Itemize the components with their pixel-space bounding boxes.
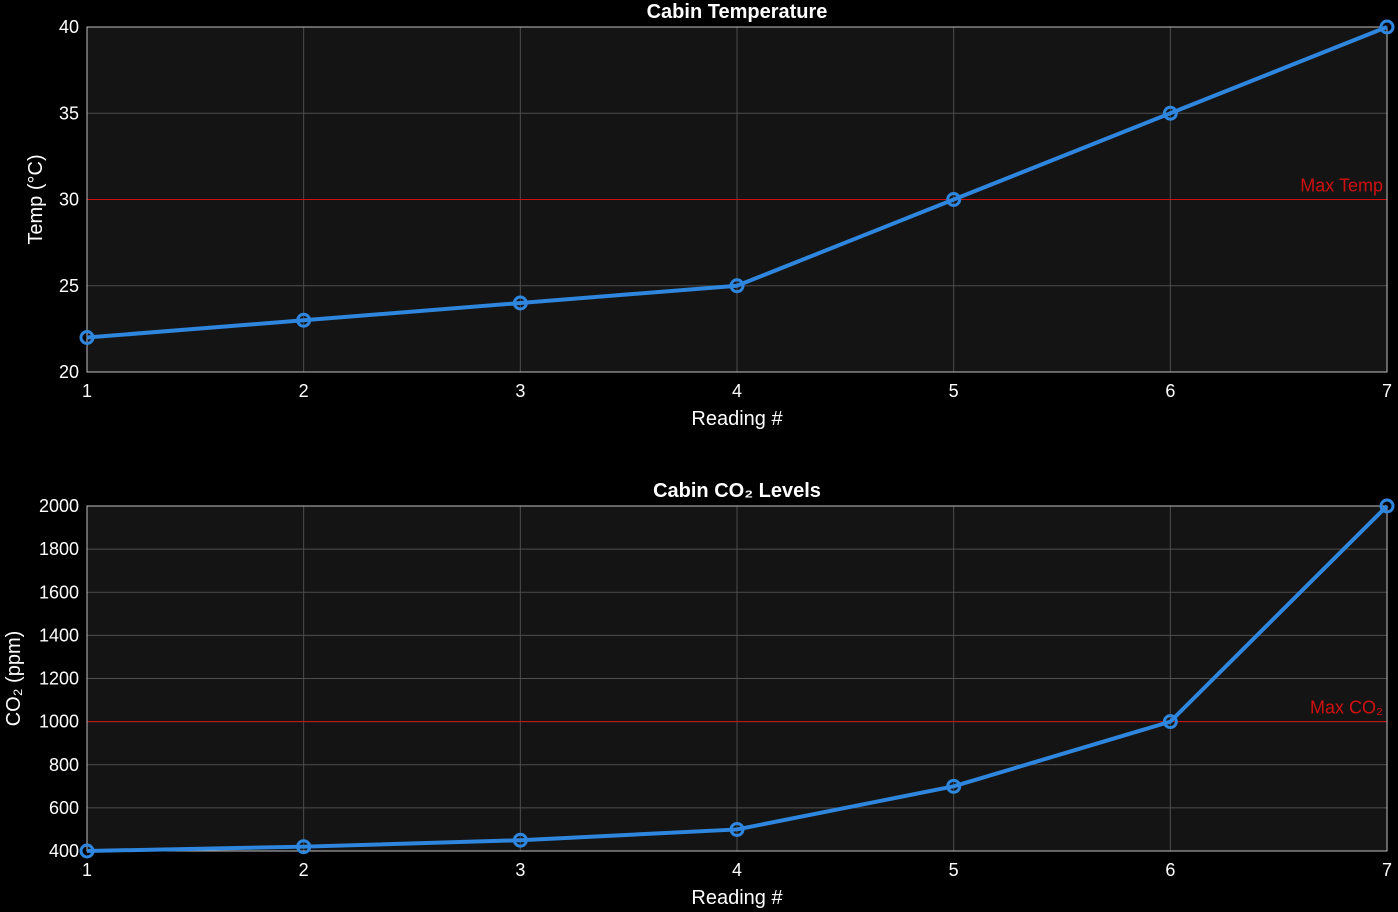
x-tick-label: 5 [949,381,959,401]
x-tick-label: 7 [1382,381,1392,401]
y-tick-label: 1000 [39,712,79,732]
chart-title: Cabin Temperature [647,1,828,23]
y-axis-label: CO₂ (ppm) [3,631,25,727]
x-tick-label: 1 [82,381,92,401]
data-point [296,839,312,855]
series-line [86,504,1389,853]
data-point [946,192,962,207]
x-tick-label: 6 [1165,381,1175,401]
y-tick-label: 1600 [39,582,79,602]
threshold-label: Max Temp [1300,176,1383,196]
y-tick-label: 800 [49,755,79,775]
y-tick-label: 1800 [39,539,79,559]
axes-frame [86,26,1388,373]
y-tick-label: 400 [49,841,79,861]
data-point [1162,105,1178,121]
series-group [79,498,1395,859]
x-tick-label: 1 [82,860,92,880]
y-tick-label: 25 [59,276,79,296]
tick-labels: 1 2 3 4 5 6 7 20 25 30 35 40 [59,17,1392,401]
data-point [79,843,95,859]
data-point [512,295,528,311]
data-point [79,330,95,345]
data-point [512,832,528,848]
x-tick-label: 4 [732,381,742,401]
x-tick-label: 3 [515,381,525,401]
y-tick-label: 40 [59,17,79,37]
y-tick-label: 20 [59,362,79,382]
y-axis-label: Temp (°C) [25,154,47,244]
chart-co2: Max CO₂ 1 2 3 4 5 6 7 400 600 800 1000 1200 1400 1600… [3,480,1395,909]
x-tick-label: 2 [299,860,309,880]
y-tick-label: 2000 [39,496,79,516]
y-tick-label: 600 [49,798,79,818]
x-tick-label: 2 [299,381,309,401]
data-point [729,821,745,837]
x-axis-label: Reading # [691,408,783,430]
threshold-label: Max CO₂ [1310,698,1383,718]
data-point [1379,498,1395,514]
series-line [86,25,1388,340]
data-point [729,278,745,294]
tick-labels: 1 2 3 4 5 6 7 400 600 800 1000 1200 1400 1600 1800 2000 [39,496,1392,880]
data-point [1379,19,1395,35]
data-point [946,778,962,794]
x-tick-label: 7 [1382,860,1392,880]
x-tick-label: 5 [949,860,959,880]
x-tick-label: 3 [515,860,525,880]
y-tick-label: 1200 [39,669,79,689]
axes-frame [86,505,1388,852]
series-group [79,19,1395,345]
chart-temperature: Max Temp 1 2 3 4 5 6 7 20 25 30 35 40 Cabin Tempera… [25,1,1395,430]
y-tick-label: 35 [59,103,79,123]
x-axis-label: Reading # [691,887,783,909]
chart-title: Cabin CO₂ Levels [653,480,821,502]
x-tick-label: 6 [1165,860,1175,880]
data-point [296,312,312,328]
data-point [1162,714,1178,730]
x-tick-label: 4 [732,860,742,880]
y-tick-label: 30 [59,190,79,210]
y-tick-label: 1400 [39,625,79,645]
threshold-group: Max Temp [87,176,1387,200]
